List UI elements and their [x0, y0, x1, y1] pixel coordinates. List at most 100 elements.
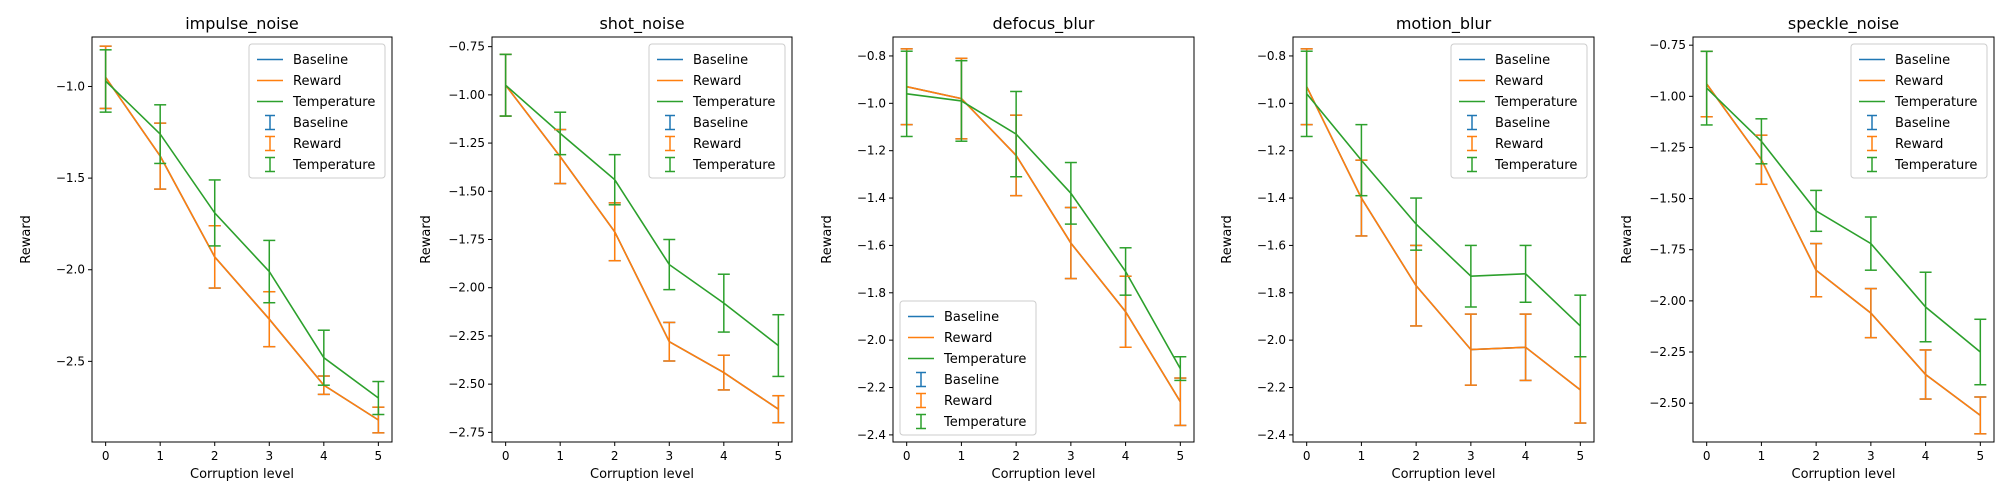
- error-bar-temperature: [1755, 118, 1768, 165]
- error-bar-reward: [1410, 244, 1423, 327]
- series-line-reward: [1706, 83, 1981, 417]
- error-bar-reward: [772, 394, 785, 424]
- legend-label: Temperature: [1494, 95, 1577, 110]
- x-tick-label: 4: [1122, 449, 1130, 463]
- x-axis-label: Corruption level: [1792, 467, 1896, 482]
- error-bar-temperature: [154, 104, 167, 165]
- error-bar-temperature: [317, 329, 330, 386]
- x-tick-label: 2: [211, 449, 219, 463]
- subplot-title: motion_blur: [1396, 14, 1492, 34]
- legend-label: Temperature: [1894, 95, 1977, 110]
- error-bar-temperature: [1300, 50, 1313, 138]
- legend-errorbar-swatch: [1467, 135, 1477, 152]
- legend: Baseline Reward Temperature Baseline Reward T…: [899, 300, 1037, 436]
- error-bar-temperature: [499, 53, 512, 117]
- y-tick-label: −0.75: [1649, 38, 1686, 52]
- y-tick-label: −1.6: [1257, 238, 1286, 252]
- legend-label: Temperature: [943, 352, 1026, 367]
- legend-label: Reward: [1495, 137, 1543, 152]
- error-bar-temperature: [663, 238, 676, 291]
- error-bar-reward: [1174, 377, 1187, 427]
- x-tick-label: 2: [1012, 449, 1020, 463]
- legend-errorbar-swatch: [665, 156, 675, 173]
- subplot-title: speckle_noise: [1788, 14, 1899, 34]
- y-tick-label: −2.5: [56, 354, 85, 368]
- error-bar-temperature: [1864, 216, 1877, 271]
- axes-frame: [491, 36, 793, 443]
- legend-errorbar-swatch: [1467, 114, 1477, 131]
- legend-label: Baseline: [693, 116, 748, 131]
- legend-box: [899, 300, 1037, 436]
- y-tick-label: −1.8: [1257, 286, 1286, 300]
- y-tick-label: −1.25: [448, 136, 485, 150]
- series-line-reward: [104, 76, 379, 421]
- x-tick-label: 3: [265, 449, 273, 463]
- legend-errorbar-swatch: [265, 135, 275, 152]
- legend-errorbar-swatch: [1867, 114, 1877, 131]
- y-axis-label: Reward: [19, 215, 34, 263]
- legend-label: Reward: [1895, 137, 1943, 152]
- x-axis-label: Corruption level: [190, 467, 294, 482]
- error-bar-temperature: [608, 153, 621, 206]
- legend-label: Baseline: [1895, 116, 1950, 131]
- y-axis-label: Reward: [419, 215, 434, 263]
- error-bar-temperature: [208, 179, 221, 247]
- subplot-title: defocus_blur: [992, 14, 1094, 34]
- y-tick-label: −2.0: [56, 263, 85, 277]
- x-tick-label: 4: [320, 449, 328, 463]
- legend-errorbar-swatch: [1867, 156, 1877, 173]
- legend: Baseline Reward Temperature Baseline Reward T…: [648, 43, 786, 179]
- series-line-temperature: [1306, 93, 1581, 327]
- error-bar-reward: [1464, 313, 1477, 386]
- legend: Baseline Reward Temperature Baseline Reward T…: [248, 43, 386, 179]
- series-line-reward: [504, 84, 779, 410]
- series-line-reward: [906, 85, 1181, 403]
- error-bar-temperature: [1700, 50, 1713, 126]
- x-tick-label: 1: [1358, 449, 1366, 463]
- legend-label: Temperature: [692, 158, 775, 173]
- x-tick-label: 0: [903, 449, 911, 463]
- error-bar-temperature: [900, 50, 913, 138]
- y-tick-label: −1.50: [448, 184, 485, 198]
- legend-label: Baseline: [1895, 53, 1950, 68]
- legend-errorbar-swatch: [265, 114, 275, 131]
- y-tick-label: −2.4: [857, 428, 886, 442]
- y-tick-label: −2.0: [857, 333, 886, 347]
- legend-errorbar-swatch: [1467, 156, 1477, 173]
- error-bar-reward: [1574, 355, 1587, 424]
- legend-errorbar-swatch: [665, 114, 675, 131]
- x-tick-label: 1: [958, 449, 966, 463]
- legend-box: [1850, 43, 1988, 179]
- legend-label: Baseline: [293, 116, 348, 131]
- legend-errorbar-swatch: [916, 371, 926, 388]
- y-tick-label: −1.00: [1649, 89, 1686, 103]
- y-tick-label: −0.75: [448, 40, 485, 54]
- y-tick-label: −1.50: [1649, 192, 1686, 206]
- x-tick-label: 2: [1812, 449, 1820, 463]
- x-tick-label: 5: [375, 449, 383, 463]
- error-bar-temperature: [372, 380, 385, 416]
- axes-frame: [892, 36, 1195, 443]
- legend: Baseline Reward Temperature Baseline Reward T…: [1850, 43, 1988, 179]
- subplot-title: impulse_noise: [185, 14, 299, 34]
- legend-label: Reward: [1495, 74, 1543, 89]
- subplot-speckle_noise: speckle_noise 0 1 2 3 4 5 −2.50 −2.25 −2.00 −1.75 −…: [1620, 14, 1995, 482]
- x-tick-label: 2: [611, 449, 619, 463]
- y-tick-label: −2.4: [1257, 428, 1286, 442]
- series-line-temperature: [105, 80, 379, 399]
- error-bar-temperature: [263, 239, 276, 304]
- x-tick-label: 5: [775, 449, 783, 463]
- legend-label: Reward: [944, 331, 992, 346]
- y-tick-label: −2.0: [1257, 333, 1286, 347]
- x-tick-label: 1: [556, 449, 564, 463]
- y-tick-label: −1.6: [857, 238, 886, 252]
- x-tick-label: 5: [1576, 449, 1584, 463]
- y-tick-label: −2.75: [448, 425, 485, 439]
- error-bar-temperature: [1174, 355, 1187, 382]
- error-bar-temperature: [717, 273, 730, 333]
- legend-errorbar-swatch: [265, 156, 275, 173]
- legend-label: Temperature: [943, 415, 1026, 430]
- legend-label: Baseline: [1495, 53, 1550, 68]
- subplot-title: shot_noise: [599, 14, 684, 34]
- y-tick-label: −2.2: [1257, 381, 1286, 395]
